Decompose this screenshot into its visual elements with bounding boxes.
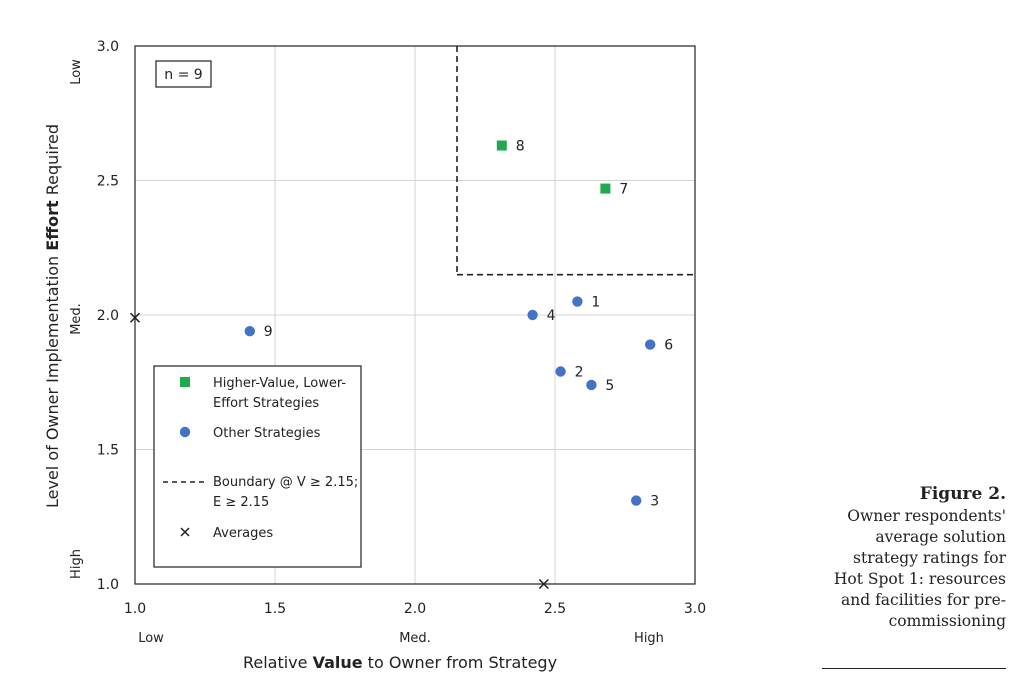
n-annotation-text: n = 9 (164, 67, 202, 83)
caption-line: strategy ratings for (853, 549, 1006, 567)
x-marker-stroke (538, 578, 549, 590)
average-value-marker (538, 578, 549, 590)
x-axis-title: Relative Value to Owner from Strategy (243, 653, 557, 672)
y-qual-label: Med. (69, 303, 84, 335)
x-qualitative-labels: Low Med. High (138, 631, 664, 646)
legend: Higher-Value, Lower- Effort Strategies O… (153, 365, 362, 568)
point-label-7: 7 (619, 182, 628, 198)
y-qual-label: Low (69, 59, 84, 85)
y-tick-label: 2.5 (97, 174, 119, 190)
boundary-lines (456, 46, 695, 276)
point-6-circle (645, 339, 656, 350)
point-label-1: 1 (591, 295, 600, 311)
x-qual-label: High (634, 631, 664, 646)
point-2-circle (555, 366, 566, 377)
point-9-circle (244, 325, 255, 337)
y-axis-title: Level of Owner Implementation Effort Req… (43, 124, 62, 508)
caption-line: average solution (875, 528, 1006, 546)
caption-rule (822, 668, 1006, 669)
x-tick-labels: 1.0 1.5 2.0 2.5 3.0 (124, 601, 706, 617)
data-points: 8 7 1 4 9 6 2 5 3 (244, 139, 673, 510)
y-tick-label: 1.0 (97, 577, 119, 593)
point-3-circle (631, 495, 642, 506)
point-label-9: 9 (264, 324, 273, 340)
point-4-circle (527, 309, 538, 321)
legend-x-marker (180, 527, 190, 537)
y-qual-label: High (69, 549, 84, 579)
point-label-5: 5 (605, 378, 614, 394)
point-5-circle (586, 379, 597, 391)
caption-line: Hot Spot 1: resources (833, 570, 1006, 588)
caption-line: and facilities for pre- (841, 591, 1006, 609)
legend-label-boundary-1: Boundary @ V ≥ 2.15; (213, 475, 358, 490)
caption-line: commissioning (888, 612, 1006, 630)
point-8-square (496, 140, 507, 151)
caption-line: Owner respondents' (847, 507, 1006, 525)
legend-label-averages: Averages (213, 526, 273, 541)
x-tick-label: 1.5 (264, 601, 286, 617)
legend-box (153, 365, 362, 568)
n-annotation: n = 9 (155, 60, 212, 88)
point-label-3: 3 (650, 494, 659, 510)
caption-title: Figure 2. (919, 484, 1006, 504)
scatter-chart: 1.0 1.5 2.0 2.5 3.0 1.01.52.02.53.0 Low Med. H… (43, 39, 706, 672)
y-qualitative-labels: High Med. Low (69, 59, 84, 579)
point-label-6: 6 (664, 338, 673, 354)
point-label-4: 4 (547, 308, 556, 324)
legend-circle-marker (179, 426, 191, 438)
x-marker-stroke (129, 312, 141, 323)
x-tick-label: 3.0 (684, 601, 706, 617)
point-label-2: 2 (575, 364, 584, 380)
figure-caption: Figure 2. Owner respondents' average sol… (812, 484, 1006, 632)
y-tick-label: 2.0 (97, 308, 119, 324)
x-tick-label: 2.5 (544, 601, 566, 617)
x-qual-label: Low (138, 631, 164, 646)
legend-label-boundary-2: E ≥ 2.15 (213, 495, 269, 510)
x-tick-label: 2.0 (404, 601, 426, 617)
legend-label-other: Other Strategies (213, 426, 321, 441)
y-tick-label: 3.0 (97, 39, 119, 55)
y-tick-labels: 1.0 1.5 2.0 2.5 3.0 (97, 39, 119, 593)
x-tick-label: 1.0 (124, 601, 146, 617)
point-label-8: 8 (516, 139, 525, 155)
x-qual-label: Med. (399, 631, 431, 646)
legend-label-higher-value-2: Effort Strategies (213, 396, 319, 411)
y-tick-label: 1.5 (97, 443, 119, 459)
average-effort-marker (129, 312, 141, 323)
plot-area-frame (134, 45, 696, 585)
point-1-circle (572, 296, 583, 307)
legend-label-higher-value-1: Higher-Value, Lower- (213, 376, 346, 391)
point-7-square (600, 183, 611, 194)
legend-square-marker (180, 377, 190, 387)
averages-markers (129, 312, 549, 590)
